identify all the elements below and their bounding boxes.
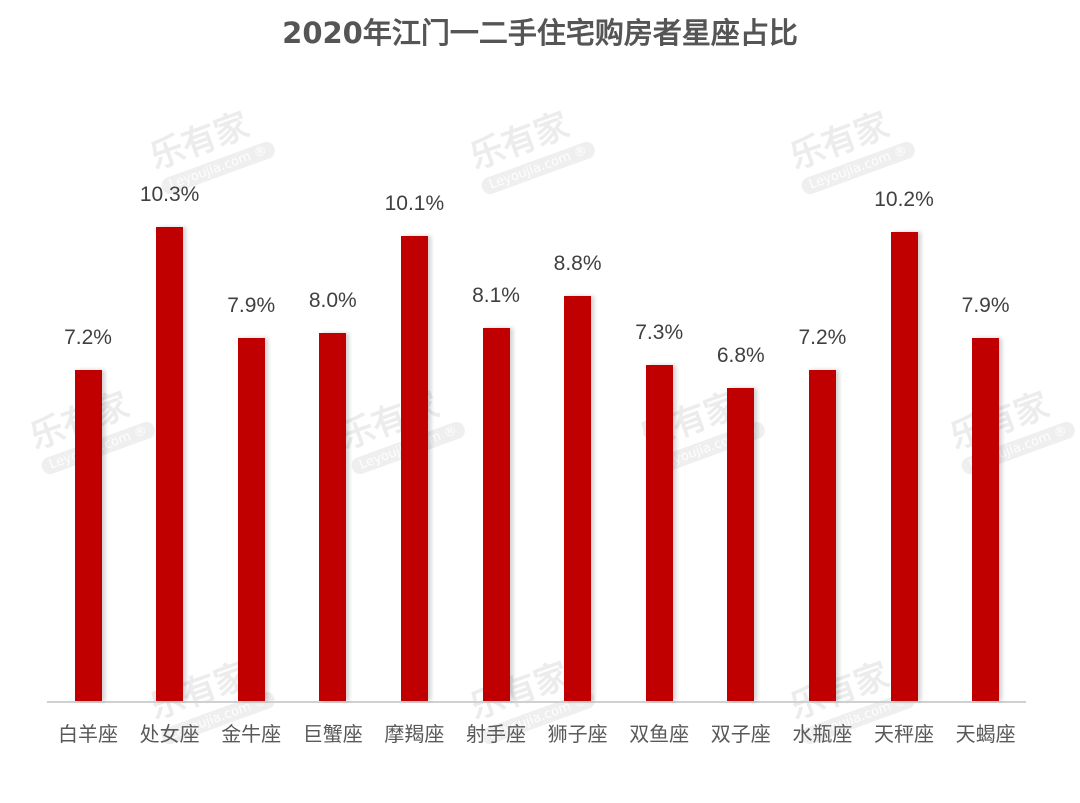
data-label: 10.1%	[384, 192, 445, 216]
bar	[890, 231, 918, 701]
data-label: 7.2%	[64, 325, 112, 349]
bar	[564, 296, 592, 701]
bar	[645, 365, 673, 701]
watermark-text: 乐有家	[784, 105, 895, 178]
data-label: 8.0%	[308, 289, 357, 312]
chart-title: 2020年江门一二手住宅购房者星座占比	[282, 16, 798, 50]
data-label: 7.3%	[635, 321, 684, 345]
bar	[972, 337, 1000, 701]
x-tick-label: 金牛座	[221, 722, 282, 746]
data-label: 8.1%	[472, 284, 520, 308]
watermark-subtext: Leyoujia.com ®	[479, 139, 598, 197]
data-label: 7.9%	[961, 293, 1010, 317]
data-label: 8.8%	[553, 252, 602, 276]
watermark-text: 乐有家	[944, 385, 1055, 458]
x-tick-label: 白羊座	[58, 722, 118, 746]
data-label: 10.3%	[139, 183, 200, 207]
x-tick-label: 射手座	[466, 722, 526, 746]
x-tick-label: 水瓶座	[792, 722, 853, 746]
x-tick-label: 天秤座	[874, 722, 934, 746]
x-tick-label: 巨蟹座	[302, 722, 363, 746]
watermark-text: 乐有家	[464, 655, 575, 728]
data-label: 7.2%	[798, 325, 847, 349]
x-tick-label: 双子座	[710, 722, 771, 746]
bar	[400, 236, 428, 701]
bar	[74, 369, 102, 701]
watermark-text: 乐有家	[464, 105, 575, 178]
bar	[808, 369, 836, 701]
bar	[156, 227, 184, 701]
x-tick-label: 天蝎座	[955, 722, 1016, 746]
data-label: 10.2%	[874, 187, 934, 211]
watermark-text: 乐有家	[144, 105, 255, 178]
bar	[319, 333, 347, 701]
x-tick-label: 狮子座	[547, 722, 608, 746]
bar	[482, 328, 510, 701]
data-label: 7.9%	[227, 293, 276, 317]
x-tick-label: 双鱼座	[629, 722, 690, 746]
watermark-text: 乐有家	[784, 655, 895, 728]
x-tick-label: 摩羯座	[384, 722, 445, 746]
x-axis-line	[47, 701, 1026, 703]
bar	[727, 388, 755, 701]
bar	[237, 337, 265, 701]
x-tick-label: 处女座	[139, 722, 200, 746]
data-label: 6.8%	[716, 344, 765, 368]
